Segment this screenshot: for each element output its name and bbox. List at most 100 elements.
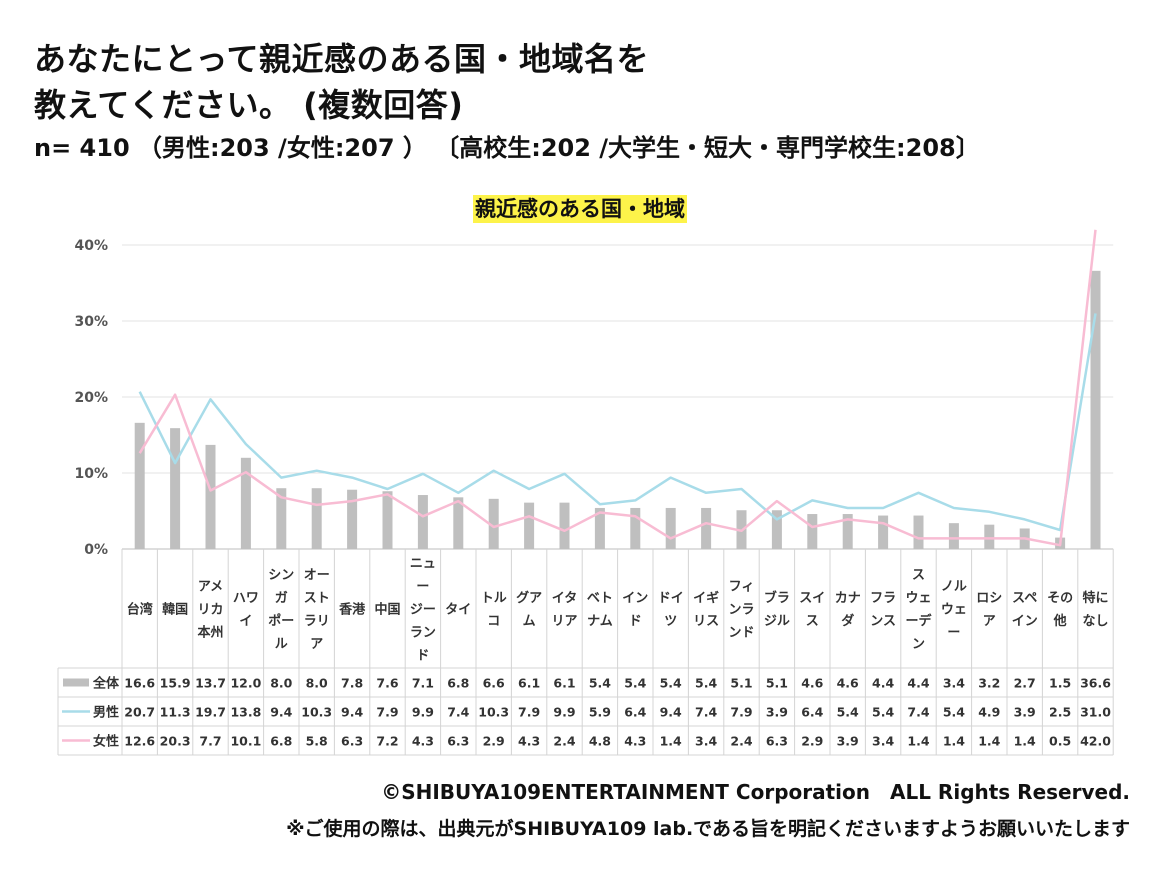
data-label: 2.9 [483,734,505,749]
bar [878,515,889,549]
category-label: イン [1012,614,1038,629]
category-label: ブラ [764,590,790,606]
data-label: 6.1 [518,676,540,691]
category-label: ベト [587,591,613,606]
y-tick-label: 10% [74,466,108,482]
data-label: 15.9 [160,676,191,691]
category-label: 韓国 [162,602,188,618]
data-label: 9.9 [553,705,575,720]
data-label: 42.0 [1080,734,1111,749]
bar [311,488,322,549]
category-label: フラ [870,591,896,606]
bar [1090,270,1101,549]
bar [913,515,924,549]
title-line-2: 教えてください。 (複数回答) [34,86,464,124]
category-label: 他 [1053,613,1067,629]
data-label: 6.3 [341,734,363,749]
data-label: 9.4 [341,705,363,720]
y-tick-label: 0% [84,542,108,558]
data-label: 5.9 [589,705,611,720]
data-label: 5.4 [695,676,717,691]
category-label: スイ [799,591,825,606]
category-label: ン [912,637,925,652]
category-label: ロシ [976,591,1002,606]
data-label: 7.2 [376,734,398,749]
series-line [138,229,1097,547]
bar [984,524,995,549]
data-label: 6.4 [624,705,646,720]
category-label: グア [516,590,542,606]
data-label: 9.4 [660,705,682,720]
data-label: 7.9 [730,705,752,720]
data-label: 6.4 [801,705,823,720]
data-label: 1.4 [907,734,929,749]
data-label: 6.1 [553,676,575,691]
bar [948,523,959,549]
category-label: ラリ [304,614,330,629]
category-label: ラン [410,626,436,641]
category-label: ニュ [410,557,436,572]
legend-label: 男性 [93,705,119,721]
data-label: 4.4 [907,676,929,691]
category-label: ア [983,614,996,629]
chart-title-wrap: 親近感のある国・地域 [0,193,1160,223]
data-label: 31.0 [1080,705,1111,720]
data-label: 6.3 [766,734,788,749]
data-label: 10.3 [478,705,509,720]
category-label: ル [275,637,288,652]
category-label: フィ [729,580,755,595]
category-label: カナ [835,591,861,606]
data-label: 2.7 [1014,676,1036,691]
data-label: 1.4 [943,734,965,749]
data-label: 13.8 [230,705,261,720]
category-label: ジル [764,614,790,629]
category-label: ア [310,637,323,652]
data-label: 4.3 [518,734,540,749]
data-label: 7.6 [376,676,398,691]
legend-swatch [63,678,89,687]
series-line [138,313,1097,532]
data-label: 3.4 [943,676,965,691]
category-label: ウェ [905,591,931,606]
category-label: ー [416,580,429,595]
data-label: 6.3 [447,734,469,749]
bar [205,444,216,549]
sample-size: n= 410 （男性:203 /女性:207 ） 〔高校生:202 /大学生・短… [34,134,980,162]
data-label: 4.9 [978,705,1000,720]
data-label: 3.9 [837,734,859,749]
data-label: 3.9 [1014,705,1036,720]
data-label: 0.5 [1049,734,1071,749]
bar [630,507,641,549]
data-label: 5.8 [306,734,328,749]
data-label: 3.9 [766,705,788,720]
category-label: ツ [664,614,677,629]
legend-label: 女性 [93,734,119,750]
data-label: 36.6 [1080,676,1111,691]
category-label: スペ [1012,591,1037,606]
y-tick-label: 20% [74,390,108,406]
category-label: イン [622,591,648,606]
data-label: 2.4 [553,734,575,749]
data-label: 5.4 [624,676,646,691]
data-label: 19.7 [195,705,226,720]
data-label: 5.1 [766,676,788,691]
bar [170,428,181,549]
data-label: 13.7 [195,676,226,691]
data-label: 9.4 [270,705,292,720]
data-label: 10.3 [301,705,332,720]
category-label: イタ [552,591,577,606]
data-label: 6.6 [483,676,505,691]
data-label: 4.4 [872,676,894,691]
category-label: トル [481,591,507,606]
data-label: 5.4 [837,705,859,720]
data-label: 5.4 [660,676,682,691]
data-label: 2.4 [730,734,752,749]
category-label: ポー [268,613,294,629]
data-label: 7.4 [907,705,929,720]
category-label: コ [487,614,500,629]
data-label: 3.4 [872,734,894,749]
data-label: 7.7 [199,734,221,749]
data-label: 5.1 [730,676,752,691]
data-label: 8.0 [270,676,292,691]
category-label: ダ [841,613,854,629]
